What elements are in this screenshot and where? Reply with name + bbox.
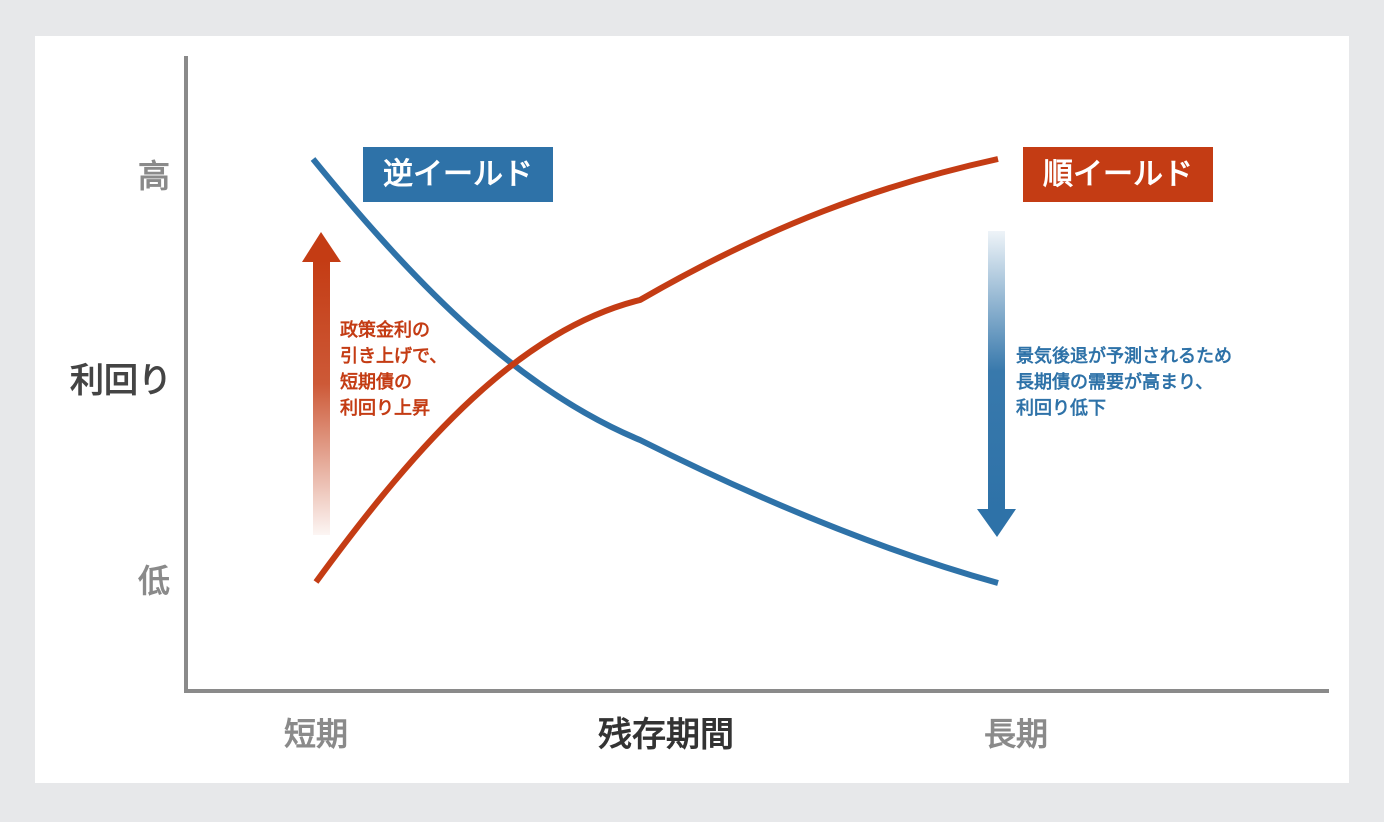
inverted-yield-tag: 逆イールド bbox=[363, 147, 553, 202]
arrow-down-icon bbox=[977, 231, 1016, 537]
x-axis-title: 残存期間 bbox=[598, 715, 734, 755]
short-rise-note: 政策金利の 引き上げで、 短期債の 利回り上昇 bbox=[340, 320, 448, 419]
x-axis-long-label: 長期 bbox=[983, 715, 1048, 753]
normal-yield-curve bbox=[313, 156, 999, 584]
x-axis-short-label: 短期 bbox=[283, 715, 348, 753]
inverted-yield-curve bbox=[310, 157, 999, 586]
y-axis-title: 利回り bbox=[70, 361, 172, 401]
arrow-up-icon bbox=[302, 232, 341, 535]
y-axis-low-label: 低 bbox=[137, 562, 170, 600]
long-fall-note: 景気後退が予測されるため 長期債の需要が高まり、 利回り低下 bbox=[1016, 346, 1232, 419]
y-axis-high-label: 高 bbox=[137, 157, 170, 195]
normal-yield-tag: 順イールド bbox=[1023, 147, 1213, 202]
